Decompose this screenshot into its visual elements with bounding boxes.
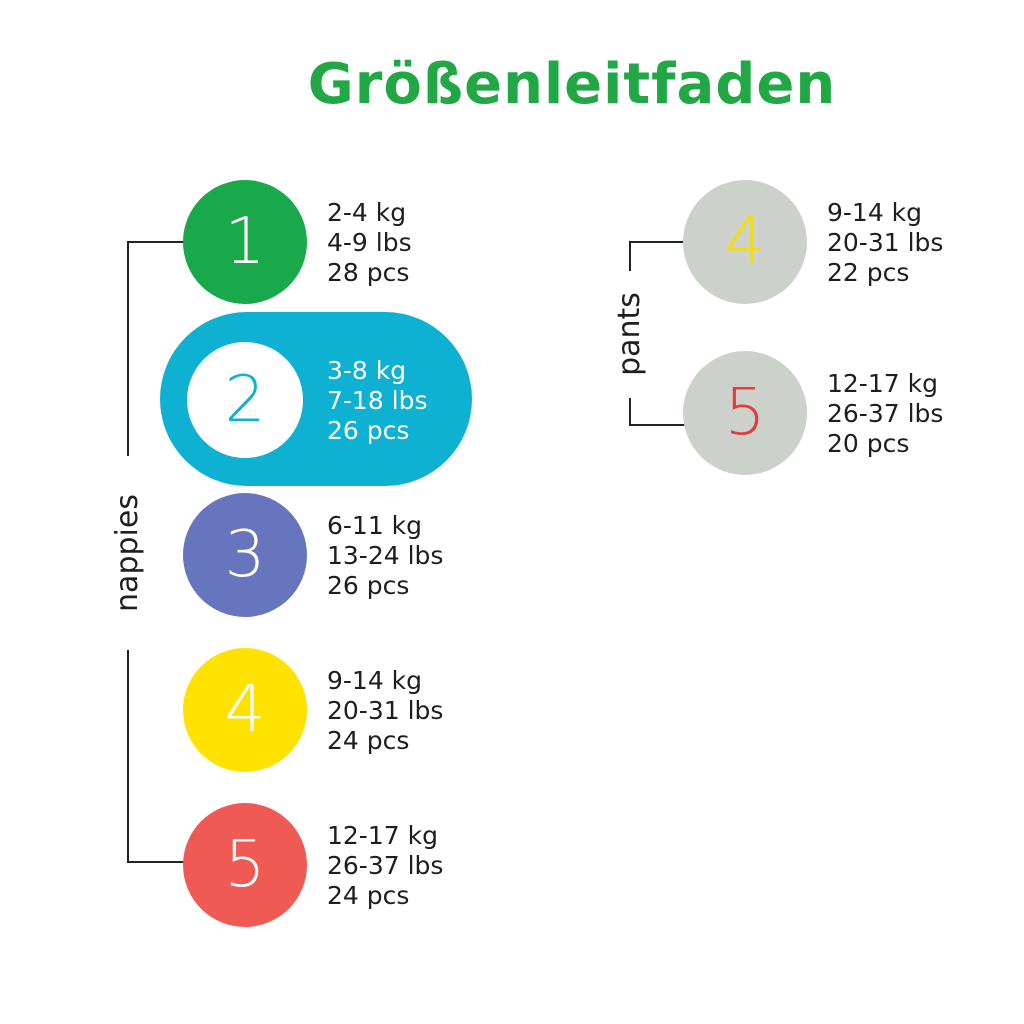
nappies-size-5-info: 12-17 kg 26-37 lbs 24 pcs: [327, 821, 443, 911]
size-kg: 6-11 kg: [327, 511, 423, 540]
size-number: 3: [224, 518, 266, 592]
size-lbs: 20-31 lbs: [827, 228, 944, 257]
pants-size-5-circle: 5: [683, 351, 807, 475]
size-pcs: 22 pcs: [827, 258, 910, 287]
size-kg: 2-4 kg: [327, 198, 407, 227]
nappies-bracket-top: [128, 241, 184, 243]
page-title: Größenleitfaden: [307, 52, 837, 117]
size-pcs: 20 pcs: [827, 429, 910, 458]
size-lbs: 26-37 lbs: [327, 851, 444, 880]
size-pcs: 24 pcs: [327, 726, 410, 755]
size-kg: 12-17 kg: [827, 369, 938, 398]
nappies-bracket-bottom: [128, 861, 184, 863]
size-number: 2: [224, 363, 266, 437]
size-lbs: 7-18 lbs: [327, 386, 428, 415]
nappies-size-4-info: 9-14 kg 20-31 lbs 24 pcs: [327, 666, 443, 756]
size-number: 5: [724, 376, 766, 450]
size-number: 1: [224, 205, 266, 279]
size-lbs: 4-9 lbs: [327, 228, 412, 257]
size-lbs: 26-37 lbs: [827, 399, 944, 428]
nappies-size-2-info: 3-8 kg 7-18 lbs 26 pcs: [327, 356, 428, 446]
size-lbs: 13-24 lbs: [327, 541, 444, 570]
pants-bracket-line: [629, 241, 631, 271]
nappies-size-3-circle: 3: [183, 493, 307, 617]
size-number: 5: [224, 828, 266, 902]
size-number: 4: [224, 673, 266, 747]
size-number: 4: [724, 205, 766, 279]
pants-label: pants: [612, 292, 647, 376]
pants-bracket-line: [629, 398, 631, 426]
size-pcs: 26 pcs: [327, 416, 410, 445]
size-pcs: 28 pcs: [327, 258, 410, 287]
size-pcs: 26 pcs: [327, 571, 410, 600]
nappies-size-2-circle: 2: [187, 342, 303, 458]
pants-bracket-bottom: [630, 424, 686, 426]
nappies-size-1-info: 2-4 kg 4-9 lbs 28 pcs: [327, 198, 412, 288]
pants-bracket-top: [630, 241, 684, 243]
pants-size-4-info: 9-14 kg 20-31 lbs 22 pcs: [827, 198, 943, 288]
nappies-size-4-circle: 4: [183, 648, 307, 772]
size-kg: 12-17 kg: [327, 821, 438, 850]
nappies-bracket-line: [127, 241, 129, 456]
size-kg: 9-14 kg: [327, 666, 423, 695]
nappies-label: nappies: [110, 494, 145, 612]
size-kg: 9-14 kg: [827, 198, 923, 227]
nappies-size-1-circle: 1: [183, 180, 307, 304]
nappies-bracket-line: [127, 650, 129, 863]
size-kg: 3-8 kg: [327, 356, 407, 385]
pants-size-5-info: 12-17 kg 26-37 lbs 20 pcs: [827, 369, 943, 459]
size-lbs: 20-31 lbs: [327, 696, 444, 725]
pants-size-4-circle: 4: [683, 180, 807, 304]
nappies-size-5-circle: 5: [183, 803, 307, 927]
size-pcs: 24 pcs: [327, 881, 410, 910]
nappies-size-3-info: 6-11 kg 13-24 lbs 26 pcs: [327, 511, 443, 601]
